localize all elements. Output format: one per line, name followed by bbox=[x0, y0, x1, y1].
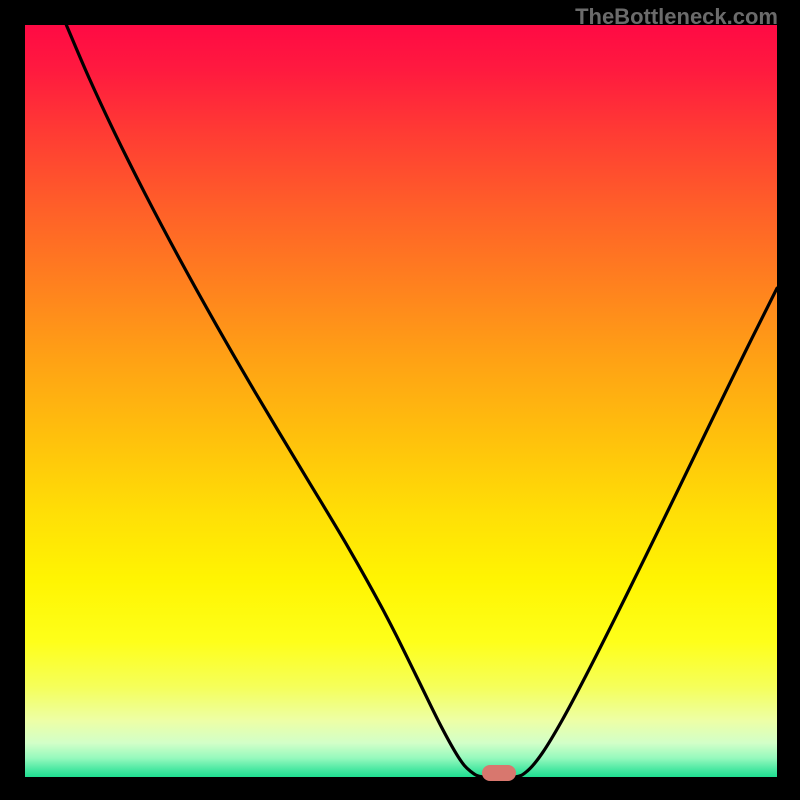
optimal-marker bbox=[482, 765, 516, 781]
chart-container: TheBottleneck.com bbox=[0, 0, 800, 800]
bottleneck-curve bbox=[0, 0, 800, 800]
